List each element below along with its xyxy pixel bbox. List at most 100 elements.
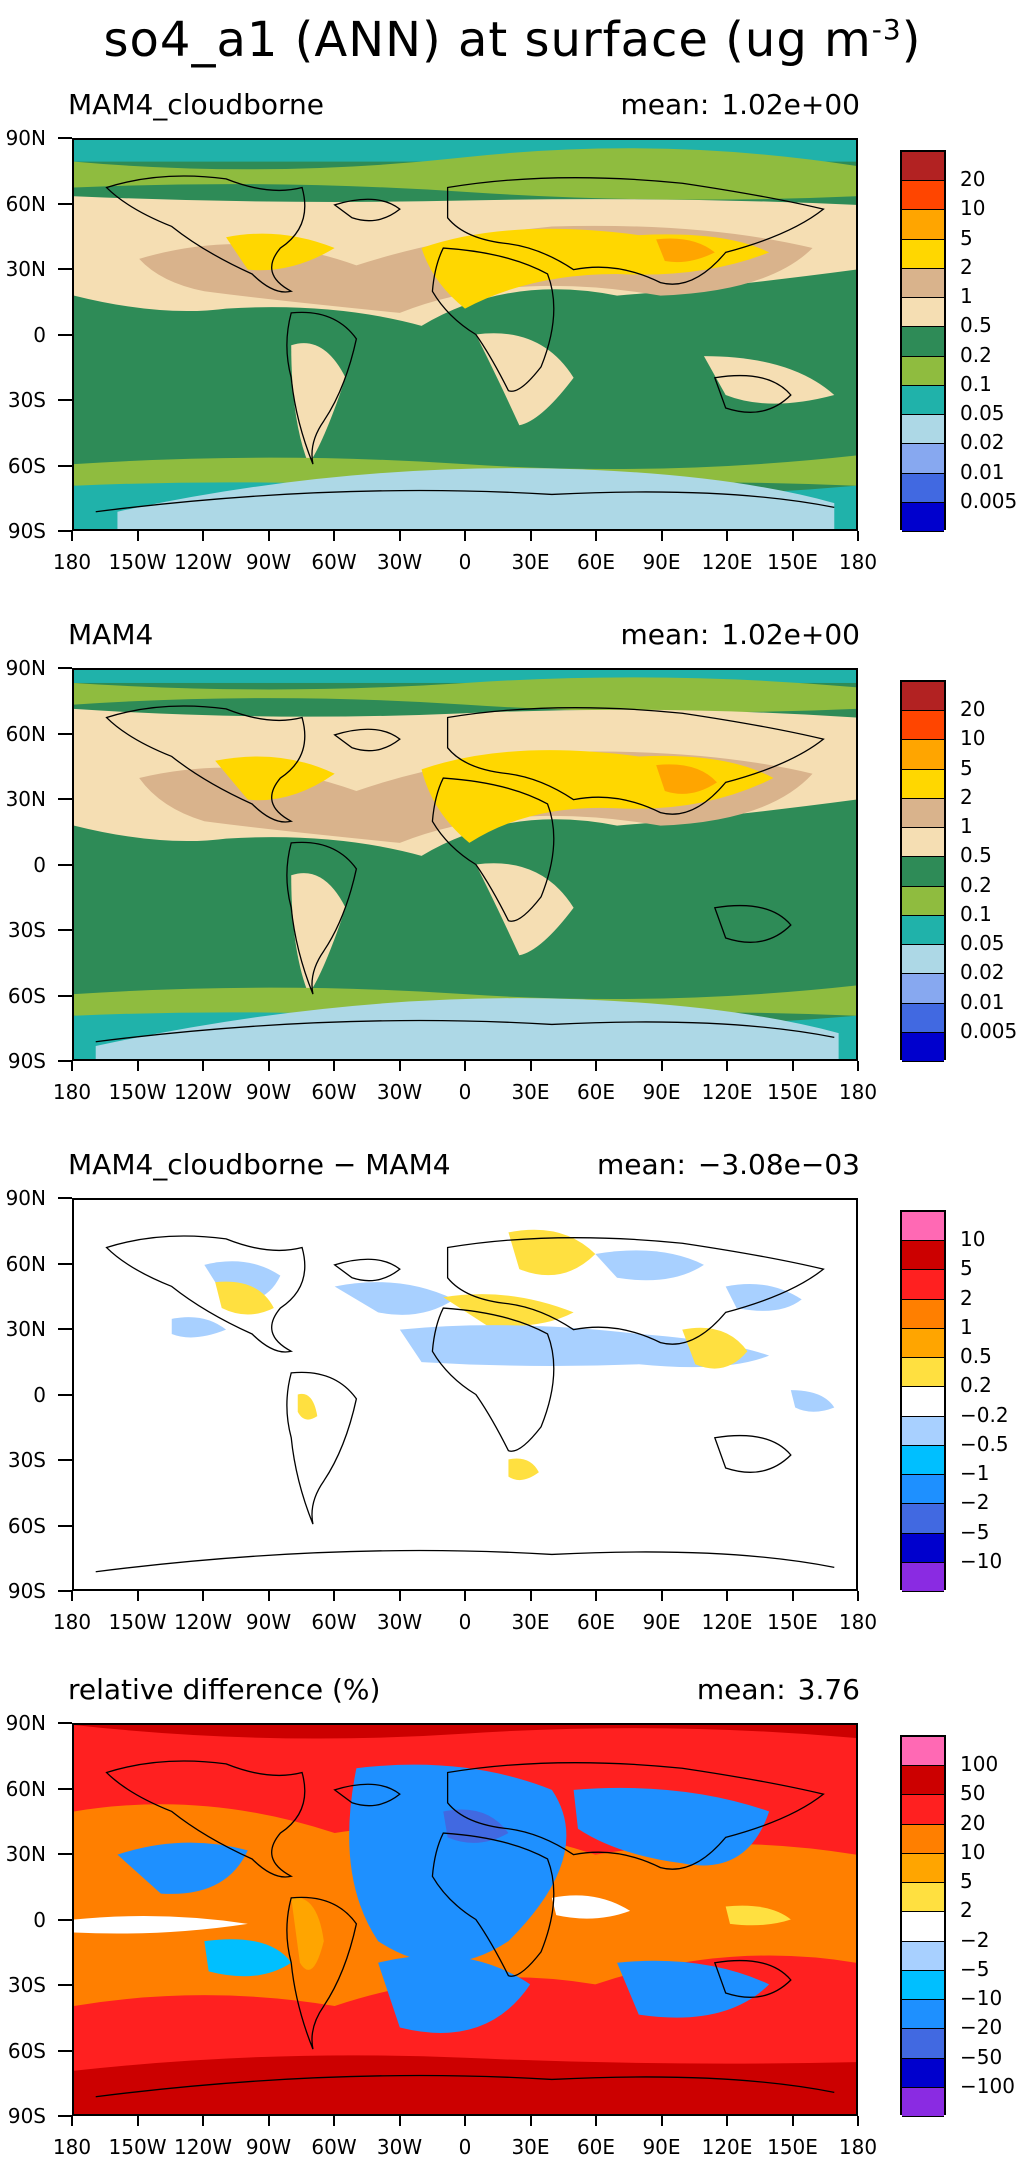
lat-tick <box>58 1328 72 1330</box>
lon-tick <box>202 1061 204 1071</box>
lon-tick <box>726 531 728 541</box>
lon-tick <box>71 1591 73 1601</box>
colorbar-label: 20 <box>960 167 986 192</box>
lat-tick <box>58 929 72 931</box>
lon-tick <box>660 1061 663 1071</box>
colorbar-segment <box>902 415 944 445</box>
lon-tick <box>660 531 663 541</box>
lon-tick <box>464 1061 466 1071</box>
lat-tick-label: 30N <box>5 1842 46 1866</box>
lon-tick <box>136 1591 139 1601</box>
colorbar-label: −0.5 <box>960 1431 1009 1456</box>
colorbar-segment <box>902 1853 944 1884</box>
colorbar-label: 5 <box>960 1869 973 1894</box>
colorbar-label: 0.5 <box>960 313 992 338</box>
lat-tick-label: 90S <box>7 2104 46 2128</box>
colorbar-segment <box>902 152 944 182</box>
colorbar-segment <box>902 2000 944 2030</box>
colorbar-label: −5 <box>960 1956 990 1981</box>
colorbar-label: 0.5 <box>960 1344 992 1369</box>
lon-tick <box>136 531 139 541</box>
colorbar-label: −10 <box>960 1548 1003 1573</box>
colorbar-label: 1 <box>960 284 973 309</box>
lon-tick-label: 30E <box>511 1080 550 1104</box>
lon-tick <box>595 2116 597 2126</box>
colorbar-label: 0.2 <box>960 342 992 367</box>
colorbar-label: 0.01 <box>960 989 1005 1014</box>
colorbar-segment <box>902 1562 944 1592</box>
lat-tick <box>58 798 72 800</box>
lon-tick <box>595 531 597 541</box>
colorbar-label: 0.2 <box>960 872 992 897</box>
colorbar-label: −10 <box>960 1986 1003 2011</box>
colorbar-label: −1 <box>960 1461 990 1486</box>
colorbar-segment <box>902 1358 944 1388</box>
lon-tick <box>791 531 794 541</box>
lon-tick-label: 120E <box>701 1610 753 1634</box>
lon-tick-label: 120E <box>701 2135 753 2159</box>
lon-tick-label: 30W <box>376 1080 423 1104</box>
lat-tick <box>58 1393 72 1396</box>
colorbar <box>900 150 946 532</box>
lon-tick <box>202 531 204 541</box>
lon-tick-label: 120E <box>701 1080 753 1104</box>
lat-tick-label: 0 <box>33 852 46 877</box>
colorbar-label: 2 <box>960 254 973 279</box>
lat-tick <box>58 399 72 401</box>
colorbar-segment <box>902 1795 944 1825</box>
colorbar-segment <box>902 356 944 386</box>
colorbar-segment <box>902 385 944 416</box>
lat-tick <box>58 2049 72 2052</box>
panel-mean: mean: 3.76 <box>696 1673 860 1706</box>
colorbar-label: 1 <box>960 1314 973 1339</box>
lon-tick <box>857 2116 859 2126</box>
lat-tick-label: 30N <box>5 1317 46 1341</box>
lat-tick <box>58 994 72 997</box>
colorbar-label: 0.01 <box>960 459 1005 484</box>
panel-mean: mean: −3.08e−03 <box>597 1148 860 1181</box>
lon-tick <box>857 531 859 541</box>
lon-tick-label: 90E <box>642 550 681 574</box>
colorbar-segment <box>902 473 944 503</box>
lon-tick-label: 180 <box>52 1610 92 1634</box>
colorbar-label: −0.2 <box>960 1402 1009 1427</box>
colorbar-segment <box>902 915 944 946</box>
colorbar-label: 0.05 <box>960 401 1005 426</box>
colorbar-segment <box>902 828 944 858</box>
panel-title: MAM4_cloudborne <box>68 88 325 121</box>
colorbar-label: −5 <box>960 1519 990 1544</box>
lon-tick <box>726 1591 728 1601</box>
colorbar-label: 0.2 <box>960 1373 992 1398</box>
lat-tick-label: 60N <box>5 1251 46 1276</box>
colorbar-segment <box>902 769 944 799</box>
colorbar-segment <box>902 1241 944 1271</box>
lon-tick-label: 90W <box>245 1610 292 1634</box>
panel-title: relative difference (%) <box>68 1673 381 1706</box>
lon-tick-label: 180 <box>52 2135 92 2159</box>
lat-tick <box>58 2115 72 2117</box>
lon-tick-label: 30W <box>376 2135 423 2159</box>
lon-tick <box>398 1061 401 1071</box>
lon-tick-label: 90W <box>245 1080 292 1104</box>
colorbar-segment <box>902 181 944 211</box>
lon-tick-label: 150E <box>767 1610 818 1634</box>
lon-tick <box>595 1591 597 1601</box>
lon-tick-label: 30W <box>376 550 423 574</box>
lon-tick <box>595 1061 597 1071</box>
lat-tick <box>58 732 72 735</box>
lon-tick-label: 90W <box>245 2135 292 2159</box>
colorbar-label: 10 <box>960 196 986 221</box>
lon-tick-label: 150W <box>108 550 167 574</box>
lon-tick <box>726 1061 728 1071</box>
colorbar-segment <box>902 1475 944 1505</box>
lat-tick <box>58 1060 72 1062</box>
lon-tick-label: 180 <box>838 1610 878 1634</box>
colorbar-label: 5 <box>960 1256 973 1281</box>
colorbar-label: 0.005 <box>960 1018 1018 1043</box>
lon-tick-label: 180 <box>838 1080 878 1104</box>
lon-tick <box>136 1061 139 1071</box>
lat-tick-label: 0 <box>33 1382 46 1407</box>
colorbar-segment <box>902 1299 944 1329</box>
lon-tick <box>529 2116 532 2126</box>
lon-tick-label: 60W <box>311 2135 357 2159</box>
